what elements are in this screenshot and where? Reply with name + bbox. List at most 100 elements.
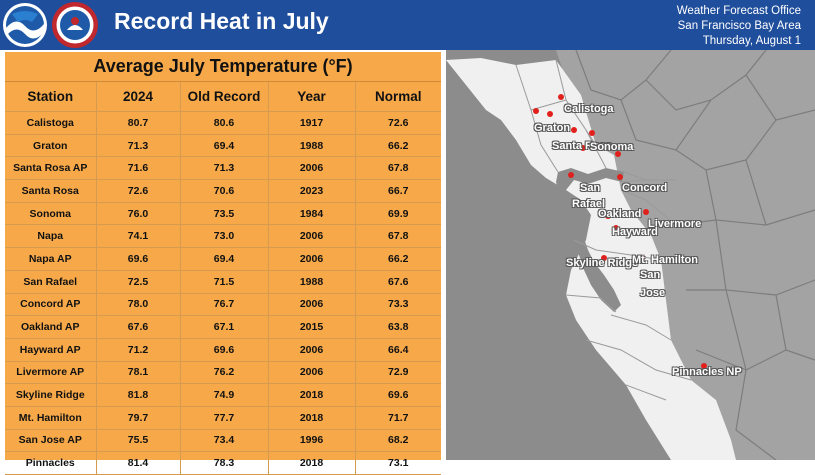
record-year: 2015 [268,315,356,339]
value-2024: 71.3 [96,134,181,158]
map-label-graton: Graton [534,122,571,134]
value-2024: 80.7 [96,111,181,135]
record-year: 2006 [268,247,356,271]
normal-value: 69.6 [355,383,441,407]
value-2024: 71.6 [96,156,181,181]
station-name: Oakland AP [5,315,97,339]
record-year: 2006 [268,338,356,362]
station-name: Hayward AP [5,338,97,362]
table-title: Average July Temperature (°F) [5,52,441,82]
station-marker [613,225,619,231]
table-row: Graton 71.3 69.4 1988 66.2 [5,134,441,158]
page-title: Record Heat in July [114,8,329,34]
station-name: Napa [5,224,97,249]
map-label-skyline-ridge: Skyline Ridge [566,257,639,269]
value-2024: 71.2 [96,338,181,362]
old-record: 74.9 [180,383,269,407]
map-label-livermore: Livermore [648,218,702,230]
column-header-year: Year [268,82,356,112]
old-record: 76.7 [180,293,269,317]
station-name: Concord AP [5,293,97,317]
value-2024: 75.5 [96,429,181,453]
old-record: 71.3 [180,156,269,181]
office-region: San Francisco Bay Area [677,20,801,32]
normal-value: 67.8 [355,156,441,181]
normal-value: 67.8 [355,224,441,249]
station-name: Mt. Hamilton [5,406,97,430]
value-2024: 78.0 [96,293,181,317]
old-record: 76.2 [180,361,269,385]
table-row: Mt. Hamilton 79.7 77.7 2018 71.7 [5,406,441,430]
table-header-row: Station 2024 Old Record Year Normal [5,82,441,112]
noaa-logo-icon [3,3,47,47]
map-label-pinnacles: Pinnacles NP [672,366,742,378]
station-marker [568,172,574,178]
table-row: Hayward AP 71.2 69.6 2006 66.4 [5,338,441,362]
value-2024: 69.6 [96,247,181,271]
normal-value: 68.2 [355,429,441,453]
station-marker [643,209,649,215]
record-year: 2006 [268,293,356,317]
table-row: Santa Rosa AP 71.6 71.3 2006 67.8 [5,156,441,181]
old-record: 70.6 [180,179,269,203]
map-label-san-jose-line2: Jose [640,287,666,299]
value-2024: 67.6 [96,315,181,339]
record-year: 2023 [268,179,356,203]
value-2024: 72.5 [96,270,181,294]
station-marker [601,255,607,261]
column-header-normal: Normal [355,82,441,112]
table-row: Concord AP 78.0 76.7 2006 73.3 [5,293,441,317]
normal-value: 72.9 [355,361,441,385]
record-year: 2018 [268,451,356,475]
station-name: Livermore AP [5,361,97,385]
station-marker [580,145,586,151]
table-row: Santa Rosa 72.6 70.6 2023 66.7 [5,179,441,203]
station-name: San Rafael [5,270,97,294]
record-year: 1996 [268,429,356,453]
old-record: 73.0 [180,224,269,249]
old-record: 73.4 [180,429,269,453]
office-name: Weather Forecast Office [676,5,801,17]
normal-value: 69.9 [355,202,441,226]
old-record: 71.5 [180,270,269,294]
station-name: San Jose AP [5,429,97,453]
station-name: Graton [5,134,97,158]
old-record: 78.3 [180,451,269,475]
table-row: Napa AP 69.6 69.4 2006 66.2 [5,247,441,271]
station-name: Santa Rosa [5,179,97,203]
table-row: San Jose AP 75.5 73.4 1996 68.2 [5,429,441,453]
station-name: Napa AP [5,247,97,271]
station-marker [639,255,645,261]
map-label-oakland: Oakland [598,208,642,220]
value-2024: 78.1 [96,361,181,385]
record-year: 1984 [268,202,356,226]
office-date: Thursday, August 1 [702,35,801,47]
old-record: 73.5 [180,202,269,226]
old-record: 80.6 [180,111,269,135]
station-marker [615,151,621,157]
table-row: Oakland AP 67.6 67.1 2015 63.8 [5,315,441,339]
column-header-station: Station [5,82,97,112]
station-name: Santa Rosa AP [5,156,97,181]
normal-value: 73.1 [355,451,441,475]
header-bar: Record Heat in July Weather Forecast Off… [0,0,815,50]
normal-value: 73.3 [355,293,441,317]
nws-logo-icon [52,2,98,48]
map-label-san-rafael-line2: Rafael [572,198,606,210]
station-marker [558,94,564,100]
station-marker [617,174,623,180]
map-label-concord: Concord [622,182,668,194]
table-row: Pinnacles 81.4 78.3 2018 73.1 [5,451,441,475]
map-graphic [446,50,815,460]
normal-value: 71.7 [355,406,441,430]
temperature-table-panel: Average July Temperature (°F) Station 20… [5,52,441,475]
station-name: Skyline Ridge [5,383,97,407]
normal-value: 66.2 [355,247,441,271]
value-2024: 72.6 [96,179,181,203]
old-record: 69.4 [180,247,269,271]
old-record: 67.1 [180,315,269,339]
column-header-old-record: Old Record [180,82,269,112]
station-marker [605,213,611,219]
map-label-san-jose-line1: San [640,269,661,281]
station-marker [533,108,539,114]
